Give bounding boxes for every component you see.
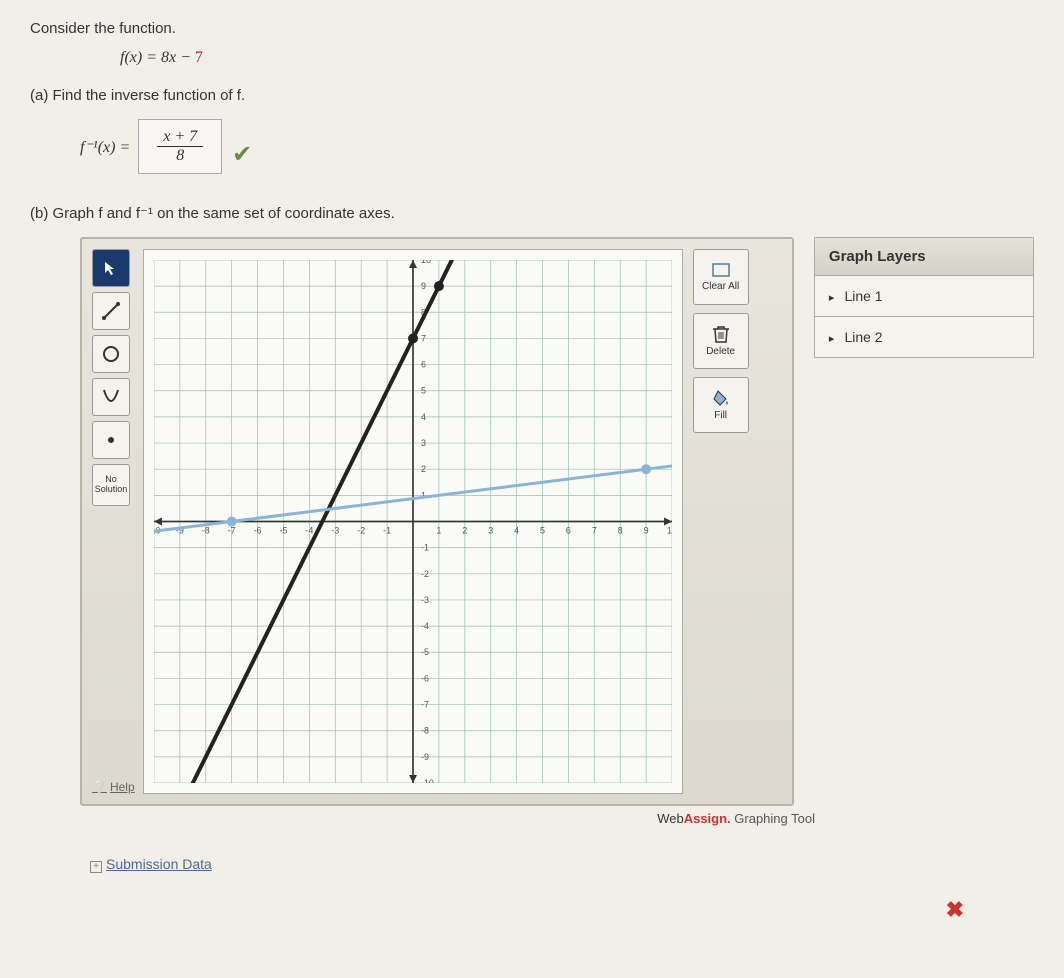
inverse-lhs: f⁻¹(x) = [80, 137, 130, 157]
graph-canvas[interactable]: -10-9-8-7-6-5-4-3-2-112345678910-10-9-8-… [143, 249, 683, 794]
help-label: Help [110, 780, 135, 794]
pointer-tool[interactable] [92, 249, 130, 287]
circle-tool[interactable] [92, 335, 130, 373]
submission-label: Submission Data [106, 856, 212, 872]
svg-text:9: 9 [643, 525, 648, 535]
svg-text:6: 6 [566, 525, 571, 535]
layer-line-2[interactable]: Line 2 [814, 317, 1034, 358]
answer-box[interactable]: x + 7 8 [138, 119, 222, 174]
tool-branding: WebAssign. Graphing Tool [80, 811, 825, 826]
brand-assign: Assign. [684, 811, 731, 826]
svg-text:-7: -7 [227, 525, 235, 535]
svg-text:10: 10 [421, 255, 431, 265]
point-tool[interactable] [92, 421, 130, 459]
graph-panel: No Solution ❔ Help -10 -9 -8 -7 -6 -5 -4 -3 -2 -1… [80, 237, 794, 806]
svg-text:9: 9 [421, 281, 426, 291]
clear-label: Clear All [702, 281, 739, 292]
expand-icon: + [90, 861, 102, 873]
svg-text:4: 4 [421, 412, 426, 422]
svg-text:-1: -1 [383, 525, 391, 535]
clear-icon [711, 262, 731, 278]
part-a-label: (a) Find the inverse function of f. [30, 87, 1034, 104]
action-tools: Clear All Delete Fill [693, 249, 749, 794]
layers-panel: Graph Layers Line 1 Line 2 [814, 237, 1034, 358]
svg-text:-4: -4 [305, 525, 313, 535]
line-tool[interactable] [92, 292, 130, 330]
tool-palette: No Solution ❔ Help [92, 249, 135, 794]
svg-text:2: 2 [462, 525, 467, 535]
svg-text:-4: -4 [421, 621, 429, 631]
no-solution-button[interactable]: No Solution [92, 464, 130, 506]
svg-text:7: 7 [591, 525, 596, 535]
svg-text:-3: -3 [421, 595, 429, 605]
delete-button[interactable]: Delete [693, 313, 749, 369]
parabola-tool[interactable] [92, 378, 130, 416]
function-equation: f(x) = 8x − 7 [120, 49, 1034, 67]
brand-web: Web [657, 811, 684, 826]
help-link[interactable]: ❔ Help [92, 780, 135, 794]
brand-tool: Graphing Tool [731, 811, 815, 826]
fill-button[interactable]: Fill [693, 377, 749, 433]
svg-text:4: 4 [514, 525, 519, 535]
problem-intro: Consider the function. [30, 20, 1034, 37]
svg-text:-8: -8 [421, 726, 429, 736]
svg-text:10: 10 [667, 525, 677, 535]
svg-text:-1: -1 [421, 543, 429, 553]
svg-text:5: 5 [540, 525, 545, 535]
svg-text:-10: -10 [421, 778, 434, 788]
fill-label: Fill [714, 410, 727, 421]
clear-all-button[interactable]: Clear All [693, 249, 749, 305]
answer-denominator: 8 [170, 147, 190, 165]
svg-text:3: 3 [421, 438, 426, 448]
svg-text:-5: -5 [421, 647, 429, 657]
svg-text:-2: -2 [421, 569, 429, 579]
submission-data-link[interactable]: + Submission Data [90, 856, 1034, 873]
svg-text:2: 2 [421, 464, 426, 474]
layers-header: Graph Layers [814, 237, 1034, 276]
svg-text:-3: -3 [331, 525, 339, 535]
svg-text:7: 7 [421, 333, 426, 343]
svg-text:-7: -7 [421, 700, 429, 710]
svg-text:-2: -2 [357, 525, 365, 535]
svg-text:3: 3 [488, 525, 493, 535]
eq-const: 7 [195, 49, 203, 66]
svg-text:-6: -6 [421, 673, 429, 683]
svg-text:6: 6 [421, 360, 426, 370]
eq-coef: 8x − [161, 49, 195, 66]
error-icon: ✖ [946, 897, 964, 923]
trash-icon [713, 325, 729, 343]
part-b-label: (b) Graph f and f⁻¹ on the same set of c… [30, 204, 1034, 222]
svg-text:8: 8 [617, 525, 622, 535]
help-icon: ❔ [92, 780, 107, 794]
svg-text:-9: -9 [421, 752, 429, 762]
layer-line-1[interactable]: Line 1 [814, 276, 1034, 317]
svg-text:5: 5 [421, 386, 426, 396]
fill-icon [712, 389, 730, 407]
eq-lhs: f(x) = [120, 49, 161, 66]
delete-label: Delete [706, 346, 735, 357]
no-sol-l2: Solution [95, 485, 128, 495]
svg-text:1: 1 [436, 525, 441, 535]
svg-text:-5: -5 [279, 525, 287, 535]
check-icon: ✔ [232, 140, 252, 169]
svg-text:-8: -8 [201, 525, 209, 535]
svg-text:-6: -6 [253, 525, 261, 535]
answer-numerator: x + 7 [157, 128, 203, 147]
